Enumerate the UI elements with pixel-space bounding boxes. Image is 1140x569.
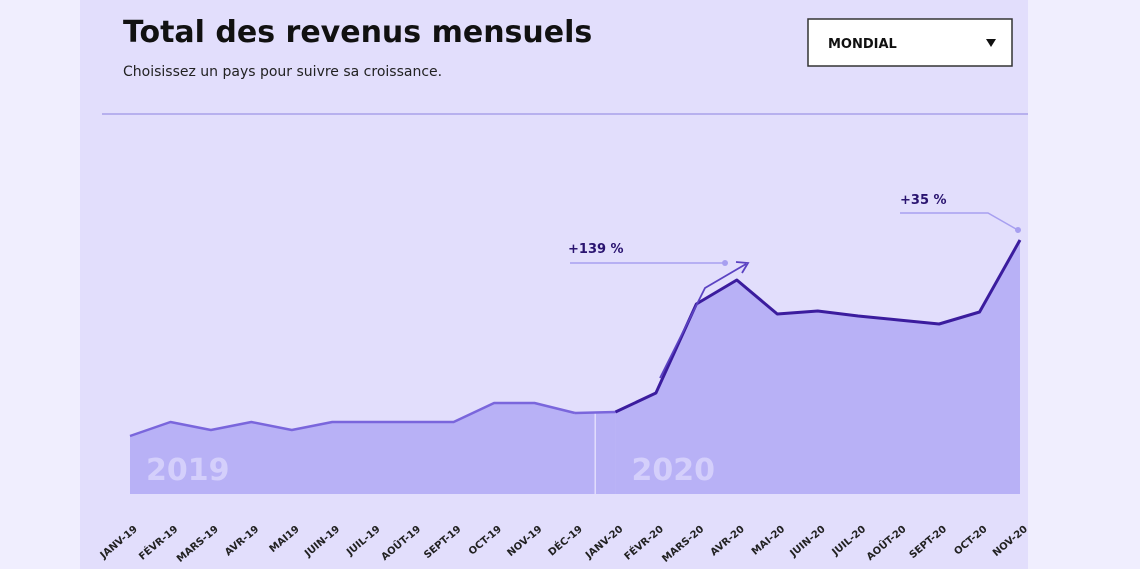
- dropdown[interactable]: MONDIAL: [807, 18, 1013, 67]
- annotation-rule: [900, 212, 1017, 230]
- area: [615, 240, 1020, 494]
- dropdown-box[interactable]: [807, 18, 1013, 67]
- annotation-dot: [722, 260, 728, 266]
- dropdown-arrow[interactable]: [986, 39, 996, 47]
- annotation: +139 %: [568, 242, 624, 257]
- area: [130, 403, 575, 494]
- year-label: 2020: [631, 453, 715, 488]
- line-join: [574, 410, 616, 415]
- year-label: 2019: [146, 453, 230, 488]
- chart-title: Total des revenus mensuels: [123, 15, 592, 50]
- line: [129, 401, 576, 438]
- annotation: +35 %: [900, 193, 947, 208]
- annotation-arrow: [659, 261, 750, 379]
- dropdown-label[interactable]: MONDIAL: [828, 37, 897, 52]
- annotation-dot: [1015, 227, 1021, 233]
- chart-subtitle: Choisissez un pays pour suivre sa croiss…: [123, 64, 442, 80]
